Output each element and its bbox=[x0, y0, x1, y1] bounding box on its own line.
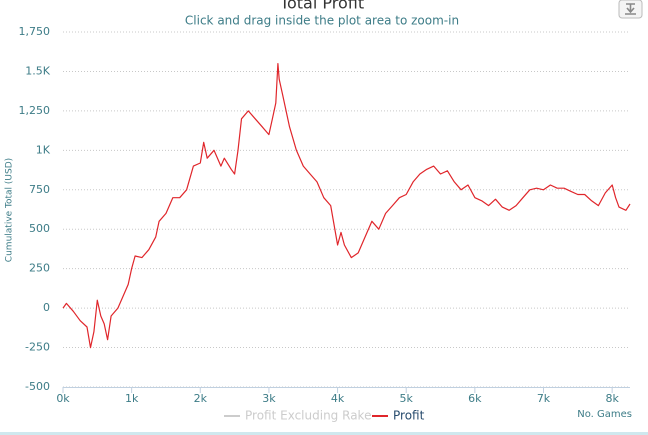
legend-label: Profit Excluding Rake bbox=[245, 409, 371, 423]
y-tick-label: 0 bbox=[43, 301, 50, 314]
x-tick-label: 2k bbox=[194, 392, 208, 405]
y-tick-label: -500 bbox=[25, 380, 50, 393]
x-tick-label: 6k bbox=[468, 392, 482, 405]
x-tick-label: 8k bbox=[605, 392, 619, 405]
y-axis-title: Cumulative Total (USD) bbox=[5, 158, 15, 262]
x-tick-label: 3k bbox=[262, 392, 276, 405]
y-tick-label: 750 bbox=[29, 183, 50, 196]
y-tick-label: 1,250 bbox=[19, 104, 51, 117]
download-icon[interactable] bbox=[625, 3, 636, 15]
x-tick-label: 5k bbox=[400, 392, 414, 405]
download-button[interactable] bbox=[618, 0, 643, 19]
x-axis-title: No. Games bbox=[577, 409, 632, 420]
x-tick-label: 1k bbox=[125, 392, 139, 405]
y-tick-label: 1.5K bbox=[25, 64, 50, 77]
bottom-bar bbox=[0, 432, 648, 435]
chart-title: Total Profit bbox=[279, 0, 364, 13]
profit-line bbox=[62, 63, 631, 349]
legend-label: Profit bbox=[393, 409, 425, 423]
y-tick-label: 250 bbox=[29, 262, 50, 275]
chart-subtitle: Click and drag inside the plot area to z… bbox=[185, 14, 459, 28]
y-tick-label: 1,750 bbox=[19, 25, 51, 38]
x-tick-label: 4k bbox=[331, 392, 345, 405]
y-tick-label: -250 bbox=[25, 341, 50, 354]
x-tick-label: 7k bbox=[537, 392, 551, 405]
y-tick-label: 1K bbox=[36, 143, 51, 156]
y-tick-label: 500 bbox=[29, 222, 50, 235]
x-tick-label: 0k bbox=[56, 392, 70, 405]
